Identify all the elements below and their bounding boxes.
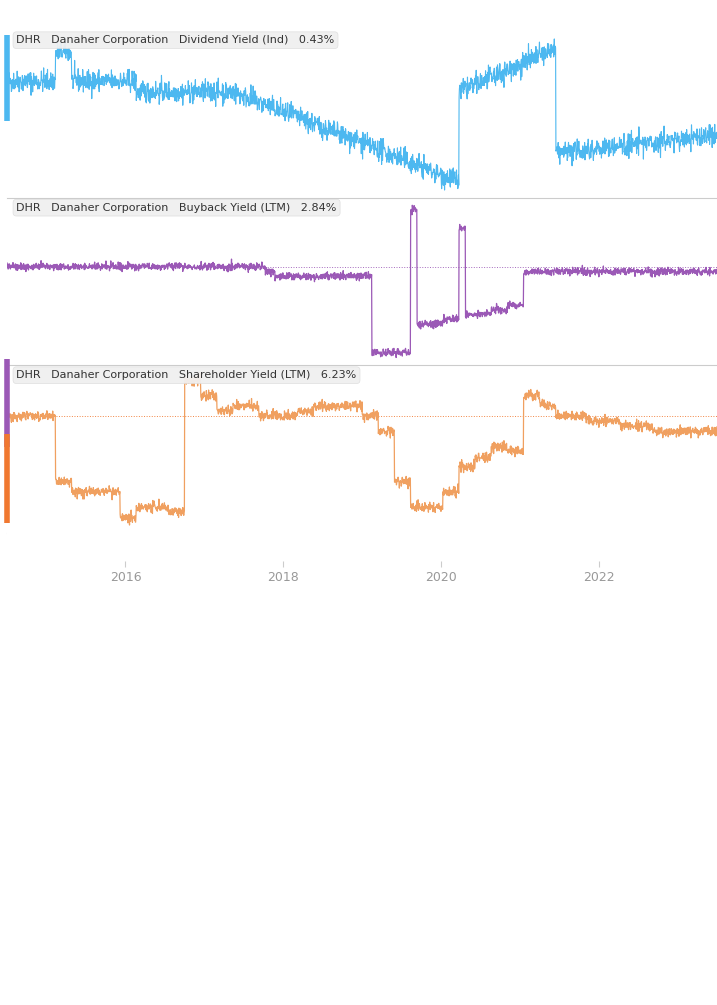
Text: DHR   Danaher Corporation   Buyback Yield (LTM)   2.84%: DHR Danaher Corporation Buyback Yield (L… [16, 203, 337, 213]
Text: DHR   Danaher Corporation   Shareholder Yield (LTM)   6.23%: DHR Danaher Corporation Shareholder Yiel… [16, 370, 356, 380]
Text: DHR   Danaher Corporation   Dividend Yield (Ind)   0.43%: DHR Danaher Corporation Dividend Yield (… [16, 35, 335, 45]
